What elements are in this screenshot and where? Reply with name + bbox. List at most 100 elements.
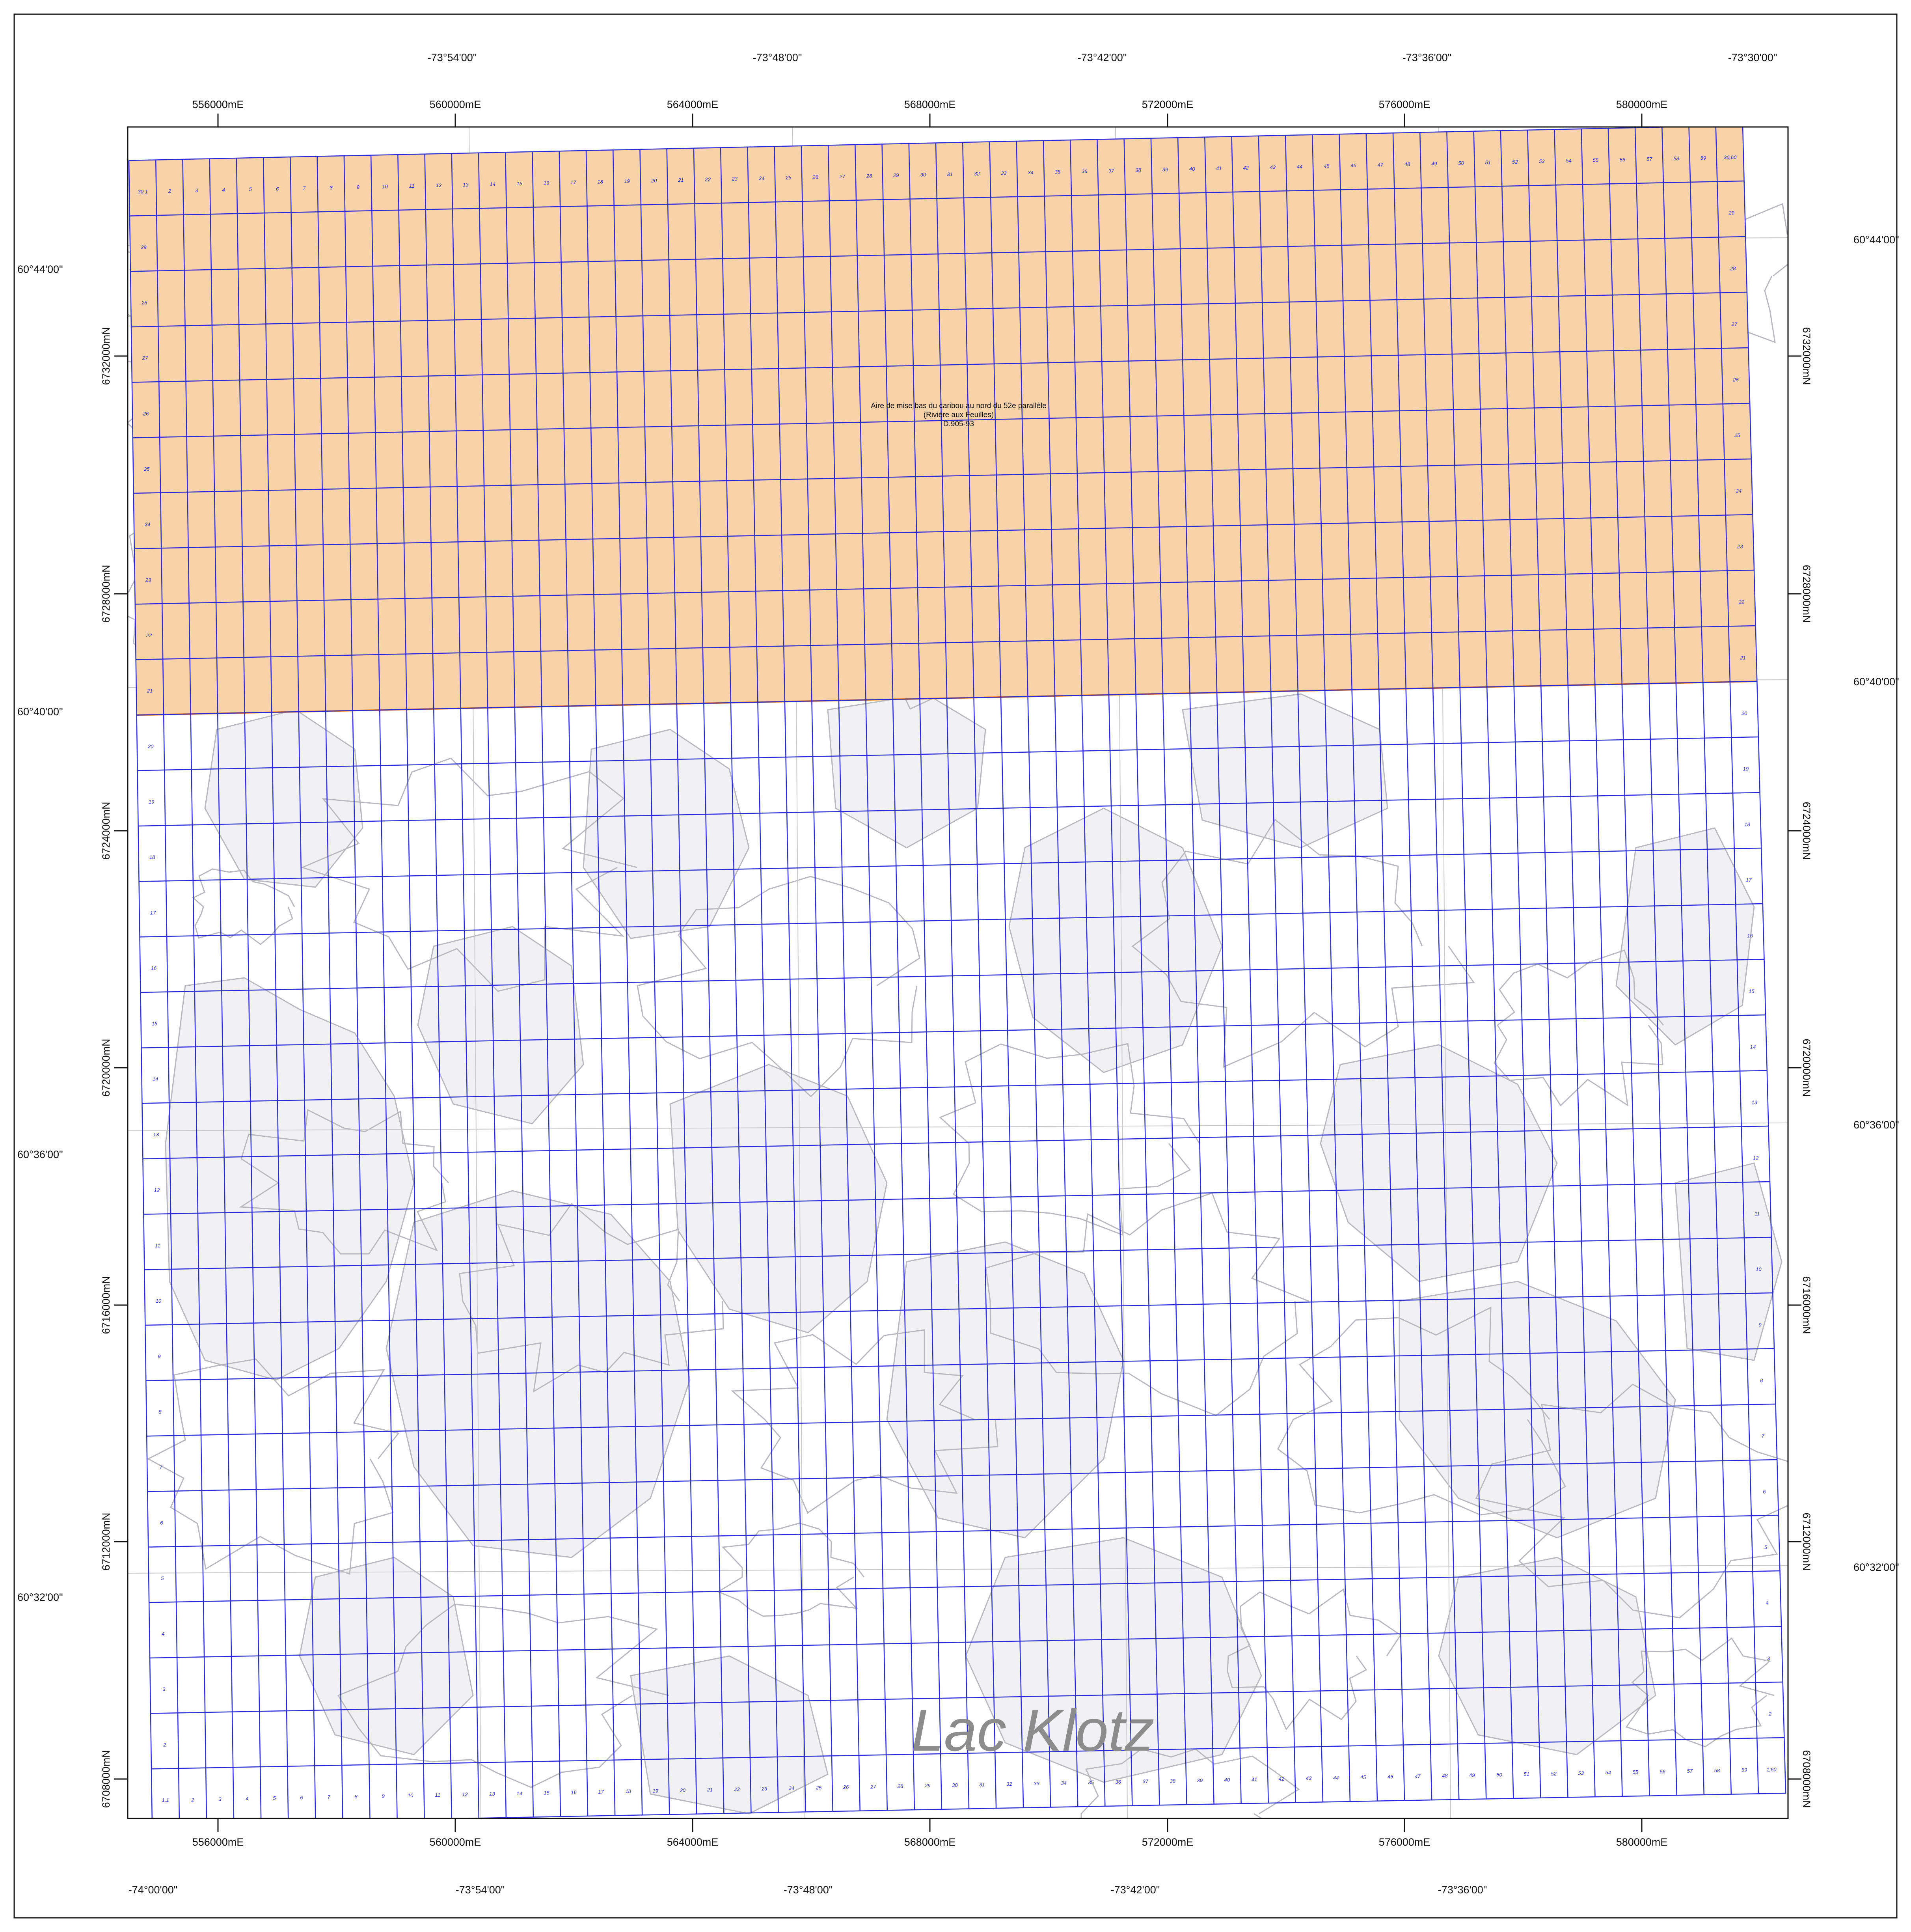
protected-area-river: (Rivière aux Feuilles) [924, 411, 994, 419]
claim-cell-label: 18 [1744, 821, 1750, 827]
claim-grid-row-line [147, 1459, 1777, 1492]
left-northing-label: 6720000mN [100, 1039, 112, 1097]
claim-cell-label: 9 [158, 1354, 160, 1359]
claim-cell-label: 16 [1747, 932, 1753, 938]
bottom-easting-label: 580000mE [1616, 1836, 1668, 1848]
claim-cell-label: 58 [1714, 1768, 1720, 1773]
contour-line [1475, 1384, 1788, 1619]
left-latitude-label: 60°32'00" [17, 1591, 63, 1603]
claim-cell-label: 21 [678, 177, 684, 183]
claim-grid-row-line [132, 403, 1750, 438]
claim-cell-label: 15 [1749, 988, 1755, 994]
right-northing-label: 6712000mN [1801, 1512, 1812, 1570]
claim-grid-row-line [145, 1292, 1773, 1326]
claim-cell-label: 37 [1142, 1779, 1148, 1785]
claim-cell-label: 7 [303, 185, 306, 191]
claim-grid-row-line [436, 1792, 1786, 1818]
claim-cell-label: 32 [974, 171, 980, 177]
claim-cell-label: 36 [1082, 168, 1088, 174]
bottom-longitude-labels: -74°00'00" -73°54'00" -73°48'00" -73°42'… [129, 1884, 1487, 1896]
claim-grid-row-line [143, 1181, 1770, 1215]
contour-line [1494, 949, 1664, 1107]
claim-cell-label: 24 [1736, 488, 1742, 494]
claim-cell-label: 6 [1763, 1488, 1766, 1494]
terrain-patch [1399, 1281, 1676, 1539]
terrain-patch [1615, 827, 1755, 1046]
claim-cell-label: 12 [154, 1187, 160, 1193]
protected-zone [129, 127, 1757, 715]
claim-cell-label: 20 [147, 743, 154, 749]
claim-cell-label: 6 [160, 1520, 163, 1526]
claim-cell-label: 41 [1252, 1776, 1257, 1782]
claim-cell-label: 15 [517, 181, 523, 186]
claim-cell-label: 2 [163, 1742, 166, 1747]
terrain-patch [630, 1655, 829, 1815]
claim-cell-label: 22 [146, 632, 152, 638]
claim-cell-label: 9 [382, 1793, 385, 1799]
claim-cell-label: 15 [544, 1790, 549, 1796]
claim-cell-label: 47 [1378, 162, 1384, 168]
claim-cell-label: 50 [1496, 1772, 1502, 1777]
claim-cell-label: 18 [149, 854, 155, 860]
claim-cell-label: 26 [143, 410, 149, 416]
contour-line [147, 1358, 400, 1575]
claim-cell-label: 28 [1730, 265, 1736, 271]
claim-cell-label: 11 [1755, 1210, 1760, 1216]
claim-cell-label: 14 [153, 1076, 158, 1082]
claim-cell-label: 11 [155, 1242, 160, 1248]
right-latitude-labels: 60°44'00" 60°40'00" 60°36'00" 60°32'00" [1853, 234, 1899, 1573]
left-latitude-labels: 60°44'00" 60°40'00" 60°36'00" 60°32'00" [17, 263, 63, 1603]
claim-cell-label: 14 [516, 1790, 522, 1796]
left-latitude-label: 60°40'00" [17, 706, 63, 718]
claim-cell-label: 28 [141, 300, 147, 306]
claim-cell-label: 44 [1297, 164, 1302, 170]
claim-cell-label: 27 [870, 1784, 876, 1790]
contour-line [1131, 819, 1475, 1068]
claim-cell-label: 23 [732, 176, 738, 182]
claim-grid-row-line [136, 681, 1757, 716]
claim-cell-label: 12 [1753, 1155, 1759, 1161]
right-latitude-label: 60°32'00" [1853, 1561, 1899, 1573]
claim-cell-label: 24 [788, 1785, 794, 1791]
claim-cell-label: 28 [897, 1783, 903, 1789]
claim-cell-label: 48 [1442, 1773, 1448, 1779]
graticule-parallel [128, 1123, 1788, 1131]
terrain-patch [1320, 1044, 1558, 1282]
graticule-parallel [128, 1565, 1788, 1574]
claim-cell-label: 7 [159, 1464, 162, 1470]
bottom-easting-label: 576000mE [1379, 1836, 1430, 1848]
claim-cell-label: 18 [625, 1788, 631, 1794]
claim-cell-label: 21 [707, 1787, 713, 1793]
frame-tick-marks [114, 114, 1801, 1832]
top-longitude-label: -73°30'00" [1728, 52, 1777, 63]
top-easting-labels: 556000mE 560000mE 564000mE 568000mE 5720… [192, 99, 1668, 110]
left-northing-label: 6728000mN [100, 565, 112, 623]
claim-cell-label: 18 [597, 179, 603, 185]
claim-cell-label: 29 [1728, 210, 1734, 216]
claim-cell-label: 30,60 [1724, 154, 1737, 160]
claim-cell-label: 4 [246, 1796, 248, 1801]
claim-cell-label: 5 [161, 1575, 164, 1581]
claim-cell-label: 25 [1734, 432, 1740, 438]
claim-cell-label: 12 [436, 182, 442, 188]
claim-cell-label: 33 [1001, 170, 1007, 176]
protected-area-annotation: Aire de mise bas du caribou au nord du 5… [871, 402, 1047, 428]
claim-cell-label: 56 [1660, 1769, 1666, 1775]
bottom-easting-label: 572000mE [1142, 1836, 1194, 1848]
top-easting-label: 560000mE [430, 99, 481, 110]
claim-cell-label: 21 [1740, 655, 1745, 660]
claim-cell-label: 2 [1768, 1711, 1772, 1717]
claim-cell-label: 5 [1764, 1544, 1768, 1550]
claim-cell-label: 6 [276, 186, 279, 192]
claim-cell-label: 20 [680, 1787, 686, 1793]
claim-cell-label: 10 [408, 1792, 413, 1798]
claim-grid-row-line [137, 736, 1758, 771]
bottom-easting-labels: 556000mE 560000mE 564000mE 568000mE 5720… [192, 1836, 1668, 1848]
contour-line [459, 1203, 724, 1393]
claim-grid-row-line [133, 458, 1751, 494]
claim-grid-row-line [143, 1125, 1769, 1160]
claim-cell-label: 52 [1551, 1771, 1557, 1777]
claim-cell-label: 14 [490, 181, 495, 187]
claim-cell-label: 51 [1524, 1771, 1529, 1777]
